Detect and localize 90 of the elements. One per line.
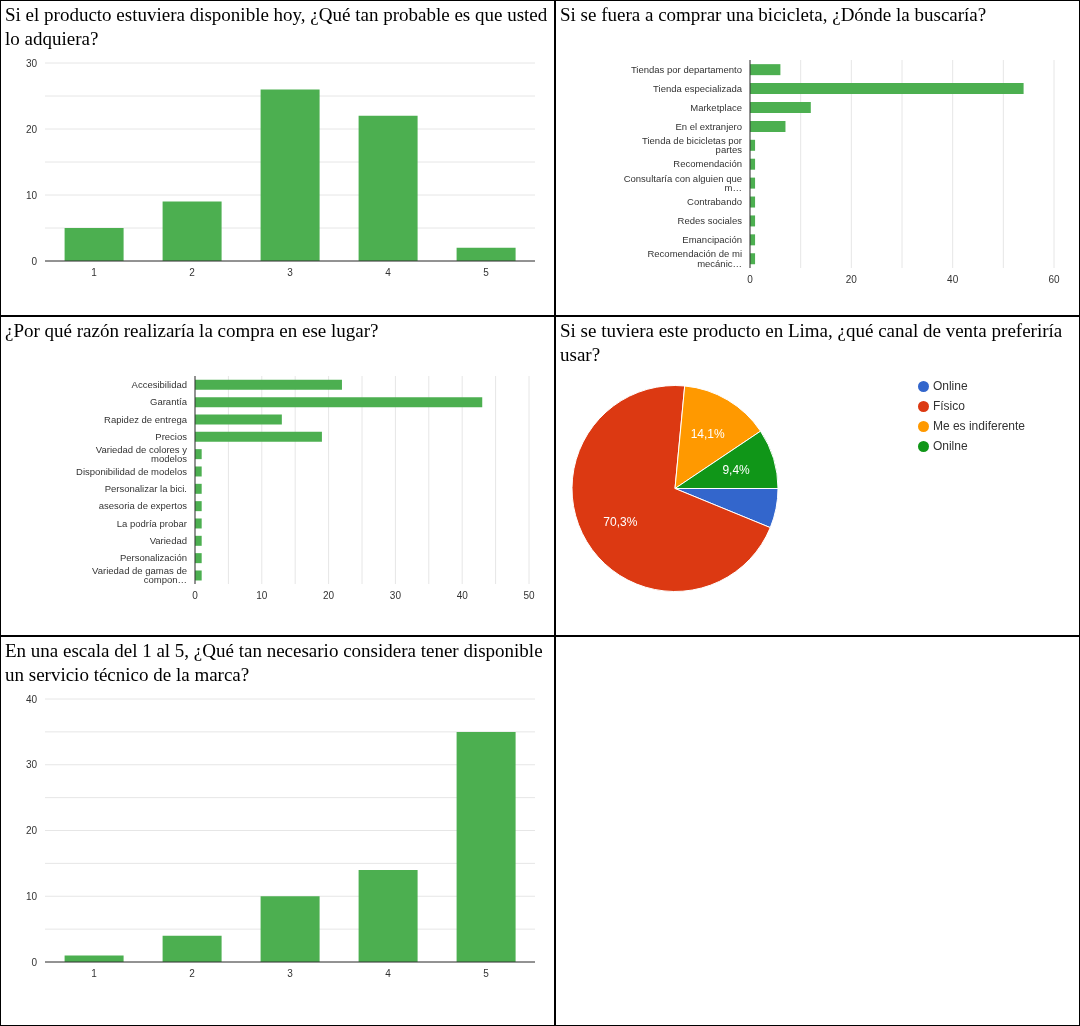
- x-tick-label: 40: [456, 590, 469, 602]
- chart-title: Si se fuera a comprar una bicicleta, ¿Dónde la buscaría?: [560, 3, 988, 27]
- bar: [750, 83, 1024, 95]
- y-tick-label: Redes sociales: [677, 215, 743, 227]
- x-tick-label: 40: [947, 274, 959, 286]
- bar: [456, 731, 516, 962]
- x-tick-label: 20: [845, 274, 858, 286]
- x-tick-label: 2: [189, 267, 196, 279]
- y-tick-label: asesoria de expertos: [98, 500, 188, 512]
- bar: [260, 896, 320, 962]
- y-tick-label: Variedad de gamas de compon…: [92, 564, 187, 586]
- y-tick-label: La podría probar: [116, 517, 187, 529]
- chart-title: Si el producto estuviera disponible hoy, ¿Qué tan probable es que usted lo adquiera?: [5, 3, 549, 51]
- x-tick-label: 2: [189, 968, 196, 980]
- data-label: 9,4%: [722, 462, 751, 477]
- y-tick-label: Personalización: [119, 552, 187, 564]
- chart-title: ¿Por qué razón realizaría la compra en ese lugar?: [5, 319, 380, 343]
- y-tick-label: Variedad de colores y modelos: [95, 443, 188, 465]
- x-tick-label: 50: [523, 590, 535, 602]
- y-tick-label: Precios: [155, 431, 188, 443]
- y-tick-label: Recomendación: [673, 158, 742, 170]
- bar: [750, 101, 811, 113]
- y-tick-label: En el extranjero: [675, 120, 742, 132]
- x-tick-label: 0: [747, 274, 754, 286]
- bar: [195, 466, 202, 477]
- bar: [358, 869, 418, 962]
- x-tick-label: 4: [385, 968, 392, 980]
- y-tick-label: 40: [25, 693, 38, 705]
- bar: [195, 553, 202, 564]
- bar: [64, 228, 124, 261]
- legend-label: Me es indiferente: [932, 419, 1025, 433]
- bar: [195, 518, 202, 529]
- y-tick-label: 10: [25, 890, 38, 902]
- bar: [162, 201, 222, 261]
- y-tick-label: Disponibilidad de modelos: [76, 465, 188, 477]
- bar: [195, 431, 322, 442]
- y-tick-label: Accesibilidad: [131, 379, 187, 391]
- data-label: 70,3%: [603, 514, 638, 529]
- x-tick-label: 1: [91, 267, 98, 279]
- data-label: 14,1%: [690, 426, 726, 441]
- y-tick-label: 20: [25, 123, 38, 135]
- bar: [195, 397, 483, 408]
- x-tick-label: 5: [483, 267, 490, 279]
- y-tick-label: Personalizar la bici.: [104, 483, 187, 495]
- bar: [195, 483, 202, 494]
- x-tick-label: 3: [287, 267, 294, 279]
- x-tick-label: 10: [256, 590, 268, 602]
- y-tick-label: Rapidez de entrega: [104, 413, 188, 425]
- bar: [750, 120, 786, 132]
- x-tick-label: 30: [389, 590, 402, 602]
- bar: [162, 935, 222, 962]
- bar: [64, 955, 124, 962]
- y-tick-label: Variedad: [149, 535, 187, 547]
- x-tick-label: 20: [323, 590, 335, 602]
- y-tick-label: 0: [31, 956, 38, 968]
- y-tick-label: Tienda especializada: [653, 82, 743, 94]
- bar: [195, 535, 202, 546]
- y-tick-label: Tienda de bicicletas por partes: [642, 134, 743, 156]
- x-tick-label: 4: [385, 267, 392, 279]
- y-tick-label: Tiendas por departamento: [630, 63, 742, 75]
- x-tick-label: 60: [1048, 274, 1060, 286]
- bar: [456, 247, 516, 261]
- bar: [195, 501, 202, 512]
- y-tick-label: 20: [25, 825, 38, 837]
- x-tick-label: 3: [287, 968, 294, 980]
- y-tick-label: Marketplace: [690, 101, 742, 113]
- bar: [195, 449, 202, 460]
- chart-title: En una escala del 1 al 5, ¿Qué tan necesario considera tener disponible un servicio técnico de la marca?: [5, 639, 544, 687]
- y-tick-label: 0: [31, 255, 38, 267]
- chart-title: Si se tuviera este producto en Lima, ¿qué canal de venta preferiría usar?: [560, 319, 1064, 367]
- x-tick-label: 1: [91, 968, 98, 980]
- bar: [750, 64, 781, 76]
- y-tick-label: 30: [25, 759, 38, 771]
- bar: [195, 414, 282, 425]
- legend-label: Onilne: [932, 439, 968, 453]
- legend-label: Físico: [932, 399, 965, 413]
- y-tick-label: Recomendación de mi mecánic…: [647, 248, 742, 269]
- y-tick-label: Emancipación: [682, 234, 742, 246]
- y-tick-label: 10: [25, 189, 38, 201]
- y-tick-label: 30: [25, 57, 38, 69]
- x-tick-label: 0: [192, 590, 199, 602]
- y-tick-label: Consultaría con alguien que m…: [623, 172, 742, 194]
- bar: [195, 379, 342, 390]
- x-tick-label: 5: [483, 968, 490, 980]
- y-tick-label: Garantía: [150, 396, 188, 408]
- bar: [260, 89, 320, 261]
- y-tick-label: Contrabando: [687, 196, 742, 208]
- legend-label: Online: [932, 379, 968, 393]
- bar: [195, 570, 202, 581]
- bar: [358, 115, 418, 261]
